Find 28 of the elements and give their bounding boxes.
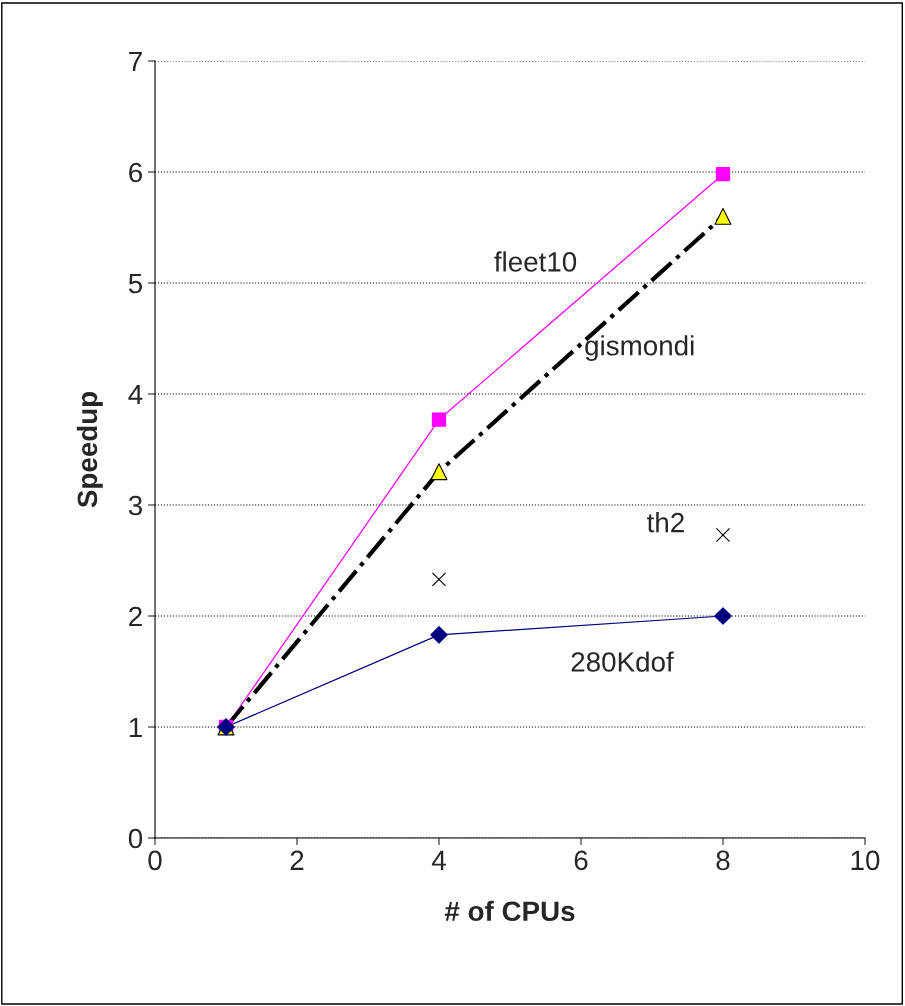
y-tick-label: 1 [129,717,142,738]
y-tick-label: 7 [129,51,142,72]
x-tick-label: 10 [851,850,880,871]
point [431,572,447,587]
series-label: 280Kdof [571,651,674,672]
point [715,527,731,543]
point [431,412,447,427]
point [430,463,448,481]
x-tick-label: 6 [574,850,588,871]
point [714,607,732,625]
x-tick-label: 2 [290,850,304,870]
series-label: fleet10 [494,251,577,272]
x-tick-label: 4 [431,850,446,870]
series-label: gismondi [585,335,694,362]
point [715,167,731,182]
x-axis-title: # of CPUs [444,900,575,922]
series-label: th2 [647,512,684,533]
point [430,626,448,644]
y-tick-label: 6 [129,162,142,183]
point [714,207,732,225]
x-tick-label: 0 [148,850,162,871]
y-tick-label: 2 [129,606,142,627]
y-tick-label: 0 [128,828,143,849]
y-tick-label: 5 [128,273,143,294]
y-axis-title: Speedup [76,391,103,508]
y-tick-label: 3 [128,495,142,516]
x-tick-label: 8 [716,850,730,871]
y-tick-label: 4 [128,384,143,405]
